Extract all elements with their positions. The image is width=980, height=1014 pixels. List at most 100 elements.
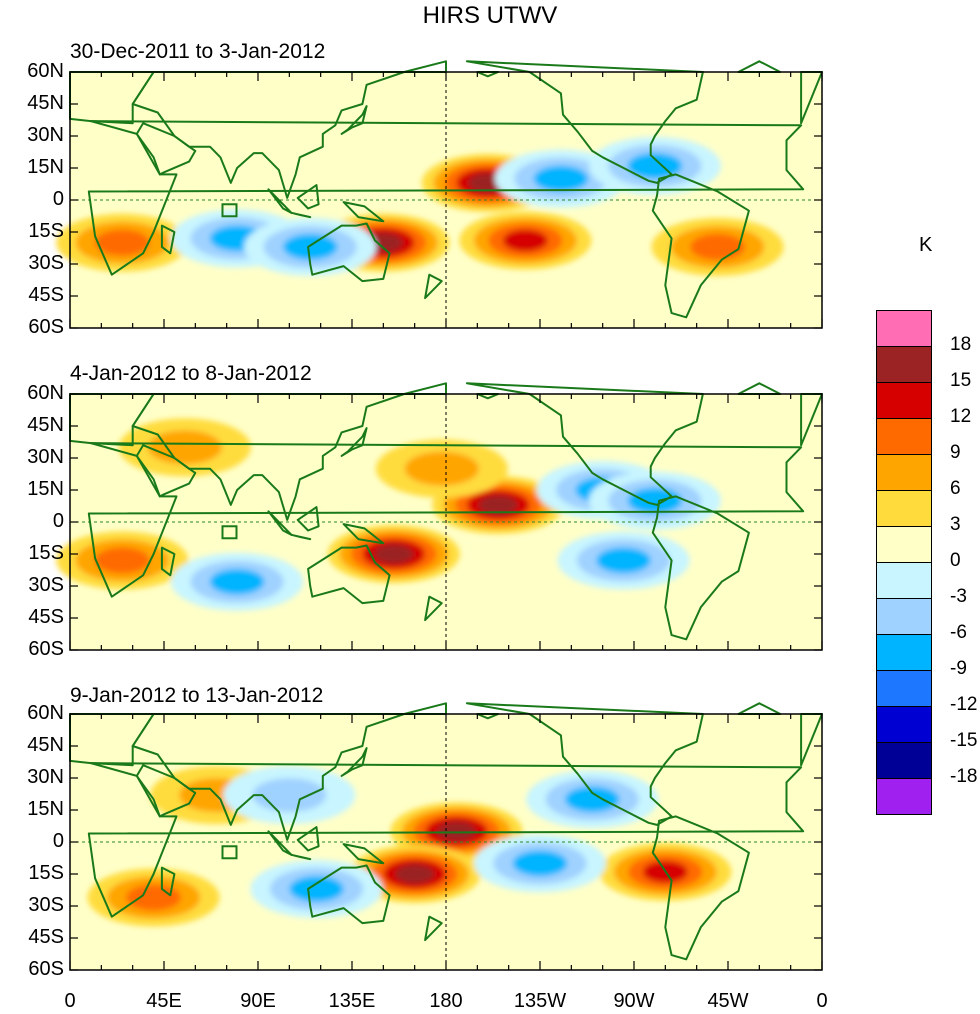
colorbar-label: 18 <box>950 334 972 355</box>
coastline-9 <box>296 826 320 852</box>
colorbar-swatch <box>876 418 932 454</box>
panel-3-map <box>69 702 823 971</box>
x-tick-label: 45E <box>146 990 182 1012</box>
coastline-10 <box>342 201 385 223</box>
coastline-2 <box>87 762 805 918</box>
y-tick-label: 30S <box>28 894 64 916</box>
anomaly-7-contour--9 <box>596 547 651 574</box>
coastline-16 <box>737 60 782 73</box>
x-tick-label: 0 <box>816 990 828 1012</box>
x-tick-label: 90W <box>613 990 655 1012</box>
y-tick-label: 0 <box>52 830 64 852</box>
colorbar-label: -18 <box>950 766 978 787</box>
y-tick-label: 60S <box>28 316 64 338</box>
colorbar-swatch <box>876 670 932 706</box>
colorbar-swatch <box>876 598 932 634</box>
y-tick-label: 15N <box>27 156 64 178</box>
anomaly-1-contour-15 <box>395 864 435 884</box>
colorbar-swatch <box>876 742 932 778</box>
island-box <box>221 845 238 860</box>
coastline-15 <box>651 495 750 641</box>
coastline-11 <box>307 222 391 283</box>
y-tick-label: 60N <box>27 382 64 404</box>
panel-2-svg <box>56 382 823 651</box>
y-tick-label: 0 <box>52 510 64 532</box>
y-tick-label: 30N <box>27 446 64 468</box>
coastline-10 <box>342 523 385 545</box>
y-tick-label: 15N <box>27 478 64 500</box>
anomaly-6-contour--9 <box>209 568 265 595</box>
coastline-16 <box>737 702 782 715</box>
y-tick-label: 60N <box>27 702 64 724</box>
y-tick-label: 45S <box>28 284 64 306</box>
colorbar-label: 6 <box>950 478 961 499</box>
anomaly-3-contour-6 <box>147 430 222 465</box>
coastline-3 <box>160 866 176 897</box>
coastline-3 <box>160 546 176 577</box>
colorbar-unit: K <box>919 234 933 256</box>
anomaly-4-contour-6 <box>404 451 479 486</box>
anomaly-6-contour--9 <box>564 786 620 813</box>
coastline-11 <box>307 864 391 925</box>
coastline-12 <box>424 273 443 300</box>
colorbar-label: 0 <box>950 550 961 571</box>
colorbar-label: 9 <box>950 442 961 463</box>
coastline-12 <box>424 915 443 942</box>
y-tick-label: 30S <box>28 574 64 596</box>
colorbar-label: -12 <box>950 694 978 715</box>
panel-3-title: 9-Jan-2012 to 13-Jan-2012 <box>70 684 324 707</box>
y-tick-label: 15S <box>28 542 64 564</box>
colorbar-label: 15 <box>950 370 972 391</box>
anomaly-2-contour-12 <box>502 229 548 252</box>
x-tick-label: 180 <box>429 990 463 1012</box>
y-tick-label: 15N <box>27 798 64 820</box>
anomaly-8-contour--9 <box>627 487 683 514</box>
colorbar-label: 12 <box>950 406 972 427</box>
coastline-6 <box>340 427 368 457</box>
y-tick-label: 45N <box>27 92 64 114</box>
colorbar-swatch <box>876 310 932 346</box>
panel-3-svg <box>69 702 823 971</box>
anomaly-0-contour-15 <box>374 544 414 564</box>
coastline-5 <box>131 702 447 841</box>
anomaly-2-contour-9 <box>94 547 150 574</box>
colorbar-swatch <box>876 562 932 598</box>
anomaly-3-contour-9 <box>126 884 181 911</box>
y-tick-label: 15S <box>28 862 64 884</box>
coastline-14 <box>465 60 704 184</box>
colorbar-swatch <box>876 382 932 418</box>
coastline-11 <box>307 544 391 605</box>
anomaly-5-contour--9 <box>533 165 589 192</box>
coastline-4 <box>135 122 197 176</box>
colorbar-swatch <box>876 778 932 815</box>
x-tick-label: 0 <box>64 990 76 1012</box>
colorbar-swatch <box>876 454 932 490</box>
panel-1-title: 30-Dec-2011 to 3-Jan-2012 <box>70 40 326 63</box>
coastline-15 <box>651 173 750 319</box>
coastline-14 <box>465 702 704 826</box>
y-tick-label: 60S <box>28 958 64 980</box>
coastline-5 <box>131 60 447 199</box>
y-tick-label: 45S <box>28 926 64 948</box>
x-tick-label: 135W <box>513 990 567 1012</box>
colorbar <box>876 310 932 815</box>
panel-1-svg <box>56 60 823 329</box>
x-tick-label: 45W <box>707 990 749 1012</box>
y-tick-label: 0 <box>52 188 64 210</box>
y-tick-label: 30S <box>28 252 64 274</box>
colorbar-label: 3 <box>950 514 961 535</box>
coastline-15 <box>651 815 750 961</box>
coastline-7 <box>267 510 293 536</box>
figure-title: HIRS UTWV <box>422 2 558 29</box>
x-tick-label: 135E <box>328 990 376 1012</box>
y-tick-label: 45N <box>27 414 64 436</box>
coastline-8 <box>290 853 312 861</box>
coastline-9 <box>296 506 320 532</box>
coastline-8 <box>290 211 312 219</box>
coastline-3 <box>160 224 176 255</box>
colorbar-swatch <box>876 706 932 742</box>
colorbar-label: -6 <box>950 622 967 643</box>
coastline-12 <box>424 595 443 622</box>
y-tick-label: 30N <box>27 766 64 788</box>
coastline-7 <box>267 830 293 856</box>
